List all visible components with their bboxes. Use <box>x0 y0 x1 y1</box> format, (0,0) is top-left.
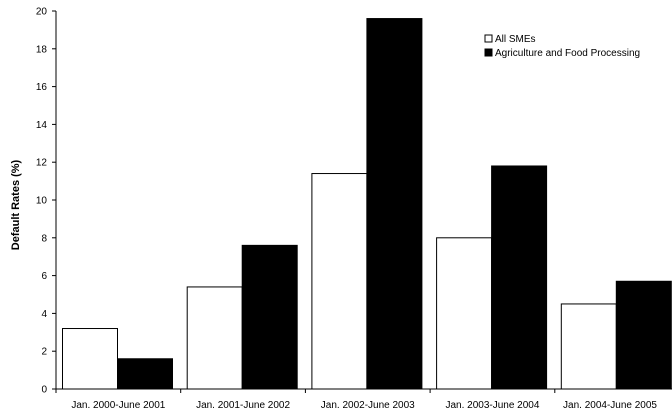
y-tick-label: 16 <box>36 82 48 93</box>
bar-all-smes <box>436 237 493 390</box>
legend-label: Agriculture and Food Processing <box>495 48 640 59</box>
legend: All SMEs Agriculture and Food Processing <box>484 34 640 59</box>
bar-all-smes <box>186 286 243 390</box>
bar-agriculture-food <box>117 358 173 390</box>
x-category-label: Jan. 2002-June 2003 <box>321 400 415 411</box>
y-tick-label: 14 <box>36 120 48 131</box>
x-category-label: Jan. 2003-June 2004 <box>445 400 539 411</box>
y-tick-label: 2 <box>41 347 47 358</box>
bar-agriculture-food <box>615 280 672 390</box>
y-tick-label: 18 <box>36 44 48 55</box>
y-tick-label: 12 <box>36 158 48 169</box>
bar-all-smes <box>311 173 368 390</box>
bar-all-smes <box>560 303 617 390</box>
bar-agriculture-food <box>491 165 548 390</box>
x-category-label: Jan. 2000-June 2001 <box>71 400 165 411</box>
x-category-label: Jan. 2001-June 2002 <box>196 400 290 411</box>
legend-swatch <box>484 34 493 43</box>
bar-agriculture-food <box>241 244 298 390</box>
x-labels-group: Jan. 2000-June 2001 Jan. 2001-June 2002 Ja… <box>55 389 657 411</box>
y-tick-label: 0 <box>41 385 47 396</box>
x-category-label: Jan. 2004-June 2005 <box>563 400 657 411</box>
y-axis-title: Default Rates (%) <box>10 159 22 250</box>
y-tick-label: 4 <box>41 309 47 320</box>
y-ticks-group: 0 2 4 6 8 10 12 14 16 18 20 <box>36 7 56 396</box>
bar-agriculture-food <box>366 18 423 390</box>
y-tick-label: 6 <box>41 271 47 282</box>
y-tick-label: 10 <box>36 196 48 207</box>
y-tick-label: 8 <box>41 233 47 244</box>
legend-swatch <box>484 48 493 57</box>
y-tick-label: 20 <box>36 7 48 18</box>
bar-all-smes <box>62 328 118 390</box>
legend-label: All SMEs <box>495 34 536 45</box>
bars-group <box>62 18 672 390</box>
